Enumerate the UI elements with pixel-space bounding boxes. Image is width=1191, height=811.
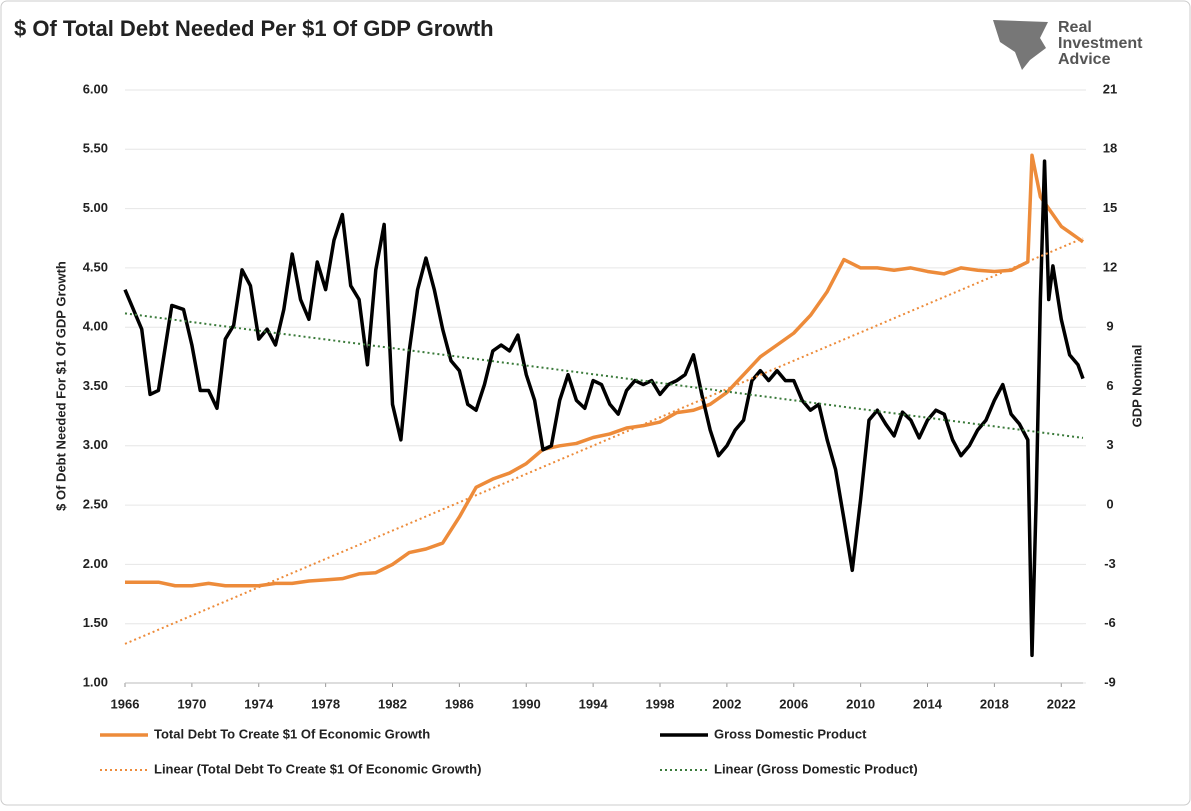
y-tick-label: 2.00 [83,556,108,571]
x-tick-label: 1986 [445,696,474,711]
y2-axis-label: GDP Nominal [1129,345,1144,428]
x-tick-label: 2010 [846,696,875,711]
y-axis-label: $ Of Debt Needed For $1 Of GDP Growth [53,261,68,511]
y2-tick-label: 6 [1106,378,1113,393]
logo-text: Investment [1058,35,1143,52]
x-tick-label: 2022 [1047,696,1076,711]
y2-tick-label: 12 [1103,259,1117,274]
legend-label: Linear (Total Debt To Create $1 Of Econo… [154,761,481,776]
x-tick-label: 1998 [646,696,675,711]
y2-tick-label: 15 [1103,200,1117,215]
y-tick-label: 5.00 [83,200,108,215]
x-tick-label: 1966 [111,696,140,711]
trend-line [124,312,1084,439]
x-tick-label: 1982 [378,696,407,711]
x-tick-label: 2002 [712,696,741,711]
x-tick-label: 1974 [244,696,274,711]
x-tick-label: 2006 [779,696,808,711]
data-line [125,153,1085,588]
logo-icon [993,20,1048,70]
x-tick-label: 2014 [913,696,943,711]
x-tick-label: 2018 [980,696,1009,711]
chart-title: $ Of Total Debt Needed Per $1 Of GDP Gro… [14,16,494,41]
x-tick-label: 1990 [512,696,541,711]
y2-tick-label: -9 [1104,674,1116,689]
y-tick-label: 4.50 [83,259,108,274]
y2-tick-label: 3 [1106,437,1113,452]
y2-tick-label: 21 [1103,81,1117,96]
x-tick-label: 1978 [311,696,340,711]
x-tick-label: 1994 [579,696,609,711]
x-tick-label: 1970 [177,696,206,711]
legend-label: Total Debt To Create $1 Of Economic Grow… [154,726,430,741]
data-line [123,159,1085,658]
y-tick-label: 5.50 [83,141,108,156]
logo-text: Real [1058,19,1092,36]
legend-label: Gross Domestic Product [714,726,867,741]
y-tick-label: 4.00 [83,319,108,334]
y2-tick-label: 9 [1106,319,1113,334]
y-tick-label: 2.50 [83,497,108,512]
y2-tick-label: -6 [1104,615,1116,630]
y2-tick-label: -3 [1104,556,1116,571]
trend-line [124,237,1084,645]
y-tick-label: 6.00 [83,81,108,96]
logo-text: Advice [1058,51,1111,68]
y2-tick-label: 18 [1103,141,1117,156]
y-tick-label: 3.00 [83,437,108,452]
legend-label: Linear (Gross Domestic Product) [714,761,918,776]
y-tick-label: 3.50 [83,378,108,393]
y-tick-label: 1.00 [83,674,108,689]
y-tick-label: 1.50 [83,615,108,630]
y2-tick-label: 0 [1106,497,1113,512]
